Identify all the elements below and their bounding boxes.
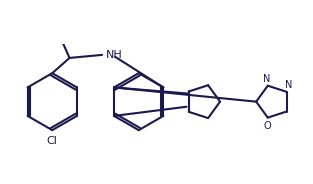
Text: Cl: Cl: [47, 136, 58, 146]
Text: N: N: [285, 80, 292, 90]
Text: NH: NH: [106, 50, 123, 60]
Text: N: N: [263, 74, 270, 84]
Text: O: O: [264, 121, 272, 131]
